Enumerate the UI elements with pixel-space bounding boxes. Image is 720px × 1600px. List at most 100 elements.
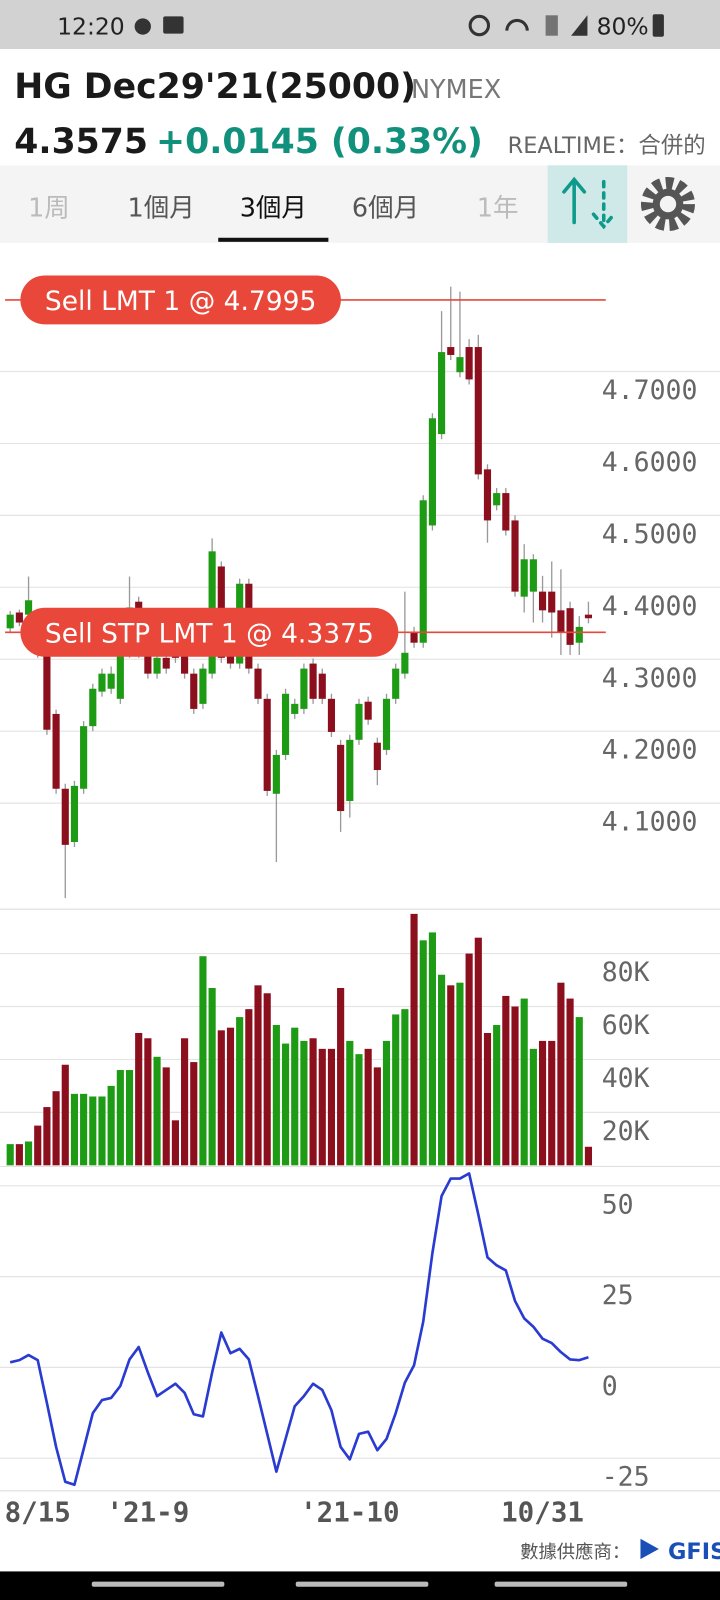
candle-body [428,418,436,526]
candle-body [575,626,583,643]
volume-bar [566,998,574,1166]
candle-body [70,785,79,842]
volume-bar [52,1091,60,1166]
tab[interactable]: 1個月 [128,193,195,223]
candle-body [382,698,391,750]
settings-button[interactable] [640,177,696,232]
y-tick-label: 25 [602,1280,634,1311]
volume-bar [245,1009,253,1166]
candle-body [584,614,593,619]
volume-bar [493,1025,501,1166]
volume-bar [107,1085,115,1166]
candle-body [511,520,519,592]
volume-bar [438,974,446,1166]
volume-bar [355,1054,363,1166]
tab[interactable]: 6個月 [352,193,419,223]
volume-bar [263,993,271,1166]
volume-bar [511,1006,519,1166]
candle-body [318,673,326,699]
candle-body [438,352,446,435]
volume-bar [80,1093,88,1166]
volume-bar [61,1064,69,1166]
volume-bar [272,1025,280,1166]
volume-bar [309,1038,317,1166]
volume-bar [447,985,455,1166]
candle-body [548,591,556,613]
y-tick-label: 20K [602,1116,650,1147]
volume-bar [428,932,436,1166]
volume-bar [410,913,418,1166]
candle-body [373,742,381,771]
volume-bar [502,995,510,1166]
volume-bar [364,1048,372,1166]
candle-body [263,698,271,791]
volume-bar [125,1070,134,1166]
exchange: NYMEX [411,75,501,105]
candle-body [520,559,528,597]
candle-body [291,703,299,714]
candle-body [566,608,574,645]
volume-bar [89,1096,97,1166]
candle-body [483,469,492,521]
provider-label: 數據供應商： [520,1541,630,1563]
x-tick-label: 10/31 [501,1496,584,1528]
candle-body [447,347,455,355]
volume-bar [465,953,473,1166]
candle-body [6,614,14,629]
volume-bar [401,1009,409,1166]
volume-bar [226,1027,235,1166]
candle-body [401,652,409,674]
candle-body [419,500,427,643]
candle-body [410,632,418,643]
candle-body [199,668,207,704]
status-icons [134,14,664,37]
volume-bar [382,1040,391,1166]
candle-body [538,591,547,611]
volume-bar [135,1032,143,1166]
volume-bar [327,1048,336,1166]
sort-icon[interactable] [562,176,616,230]
oscillator-line [9,1172,589,1487]
tab[interactable]: 3個月 [240,193,307,223]
candle-body [493,493,501,506]
candle-body [107,673,115,689]
y-tick-label: 4.5000 [602,519,698,550]
candle-body [392,668,400,699]
volume-bar [474,937,482,1166]
provider-logo-mark [640,1538,659,1560]
tab[interactable]: 1周 [28,193,70,223]
volume-bar [281,1043,290,1166]
candle-body [153,657,161,674]
volume-bar [538,1040,547,1166]
sort-button[interactable] [547,165,628,243]
candle-body [144,652,152,674]
order-pill[interactable] [20,607,399,657]
y-tick-label: 4.6000 [602,447,698,478]
order-pill[interactable] [20,275,341,325]
y-tick-label: 40K [602,1063,650,1094]
candle-body [190,673,198,709]
order-label[interactable]: Sell LMT 1 @ 4.7995 [45,286,317,317]
volume-bar [6,1144,14,1166]
candle-body [364,701,372,720]
volume-bar [15,1144,23,1166]
y-tick-label: 60K [602,1010,650,1041]
volume-bar [43,1107,51,1166]
status-bar [0,0,720,49]
volume-bar [291,1027,299,1166]
y-tick-label: 4.4000 [602,591,698,622]
candle-body [272,754,280,794]
candle-body [80,726,88,789]
tab-indicator [218,237,329,242]
realtime-mode: REALTIME：合併的 [508,133,706,159]
candle-body [89,688,97,727]
candle-body [502,493,510,531]
volume-bar [373,1067,381,1166]
candle-body [226,652,235,664]
x-tick-label: '21-10 [300,1496,399,1528]
candle-body [254,668,262,699]
volume-bar [162,1067,170,1166]
order-label[interactable]: Sell STP LMT 1 @ 4.3375 [45,618,374,649]
candle-body [43,652,51,730]
tab[interactable]: 1年 [477,193,519,223]
